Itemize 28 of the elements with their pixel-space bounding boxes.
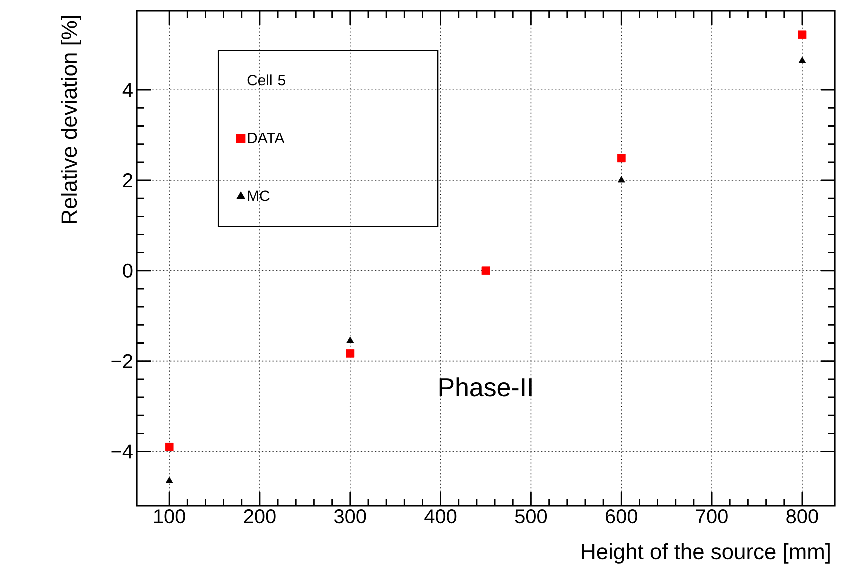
y-tick-label: 2 xyxy=(123,174,132,188)
x-tick-label: 400 xyxy=(424,510,457,524)
point xyxy=(798,56,806,64)
legend-label: MC xyxy=(248,190,270,202)
x-tick-label: 300 xyxy=(334,510,366,524)
y-tick-label: 4 xyxy=(122,83,133,97)
point xyxy=(346,336,354,344)
x-tick-label: 200 xyxy=(244,510,276,524)
x-tick-label: 500 xyxy=(515,510,548,524)
x-tick-label: 100 xyxy=(154,510,186,524)
legend-label: DATA xyxy=(248,132,285,144)
y-tick-label: 0 xyxy=(123,264,133,278)
annotation: Phase-II xyxy=(440,378,532,397)
y-axis-title: Relative deviation [%] xyxy=(61,16,82,224)
point xyxy=(482,266,490,276)
x-tick-label: 700 xyxy=(696,510,728,524)
point xyxy=(798,30,807,40)
x-tick-label: 800 xyxy=(786,510,818,524)
point xyxy=(166,476,174,484)
point xyxy=(617,154,626,163)
y-tick-label: −2 xyxy=(112,354,132,368)
point xyxy=(618,176,626,183)
x-tick-label: 600 xyxy=(606,510,638,524)
legend-title: Cell 5 xyxy=(248,74,286,86)
point xyxy=(165,443,174,452)
x-axis-title: Height of the source [mm] xyxy=(582,543,830,564)
y-tick-label: −4 xyxy=(112,444,133,459)
point xyxy=(346,349,355,358)
